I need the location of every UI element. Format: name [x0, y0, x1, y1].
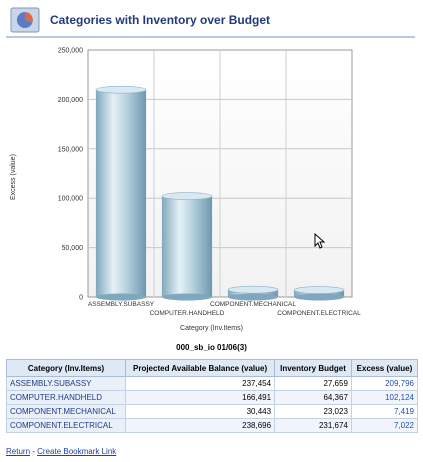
bar-body: [95, 89, 147, 297]
data-table: Category (Inv.Items) Projected Available…: [5, 359, 419, 433]
column-header-category[interactable]: Category (Inv.Items): [5, 359, 127, 377]
table-header-row: Category (Inv.Items) Projected Available…: [5, 359, 419, 377]
cell-category: COMPUTER.HANDHELD: [5, 390, 127, 405]
bar-base: [161, 293, 213, 301]
bar: [227, 285, 279, 301]
bar-base: [95, 293, 147, 301]
bar-cap: [227, 285, 279, 294]
cell-excess[interactable]: 7,022: [350, 418, 419, 433]
cell-budget: 23,023: [274, 404, 352, 419]
create-bookmark-link[interactable]: Create Bookmark Link: [37, 447, 117, 456]
table-row: COMPUTER.HANDHELD 166,491 64,367 102,124: [5, 390, 419, 405]
y-tick-label: 50,000: [62, 245, 84, 252]
y-tick-label: 0: [79, 295, 83, 302]
chart: 0 50,000 100,000 150,000 200,000 250,000 ASSEM…: [0, 40, 423, 340]
y-tick-label: 150,000: [58, 146, 83, 153]
bar: [161, 192, 213, 301]
return-link[interactable]: Return: [6, 447, 31, 456]
column-header-excess[interactable]: Excess (value): [350, 359, 419, 377]
x-tick-label: ASSEMBLY.SUBASSY: [88, 301, 155, 308]
link-separator: -: [30, 447, 38, 456]
x-tick-label: COMPONENT.MECHANICAL: [210, 301, 296, 308]
bar: [293, 286, 345, 301]
report-header: Categories with Inventory over Budget: [6, 4, 415, 38]
cell-category: COMPONENT.ELECTRICAL: [5, 418, 127, 433]
table-row: COMPONENT.MECHANICAL 30,443 23,023 7,419: [5, 404, 419, 419]
bar-body: [161, 196, 213, 297]
cell-budget: 64,367: [274, 390, 352, 405]
y-axis-label: Excess (value): [10, 154, 17, 200]
x-tick-label: COMPONENT.ELECTRICAL: [277, 310, 361, 317]
table-subtitle: 000_sb_io 01/06(3): [176, 343, 247, 352]
column-header-budget[interactable]: Inventory Budget: [274, 359, 352, 377]
cell-balance: 238,696: [125, 418, 276, 433]
x-axis-label: Category (Inv.Items): [180, 325, 243, 332]
page-title: Categories with Inventory over Budget: [50, 13, 271, 27]
bar-base: [293, 293, 345, 301]
cell-budget: 27,659: [274, 376, 352, 391]
cell-budget: 231,674: [274, 418, 352, 433]
y-tick-label: 200,000: [58, 97, 83, 104]
bar-base: [227, 293, 279, 301]
cell-excess[interactable]: 7,419: [350, 404, 419, 419]
bar-chart: 0 50,000 100,000 150,000 200,000 250,000 ASSEM…: [58, 48, 361, 318]
y-tick-label: 100,000: [58, 196, 83, 203]
mouse-cursor-icon: [314, 233, 326, 249]
footer-links: Return - Create Bookmark Link: [6, 447, 116, 456]
cell-balance: 166,491: [125, 390, 276, 405]
x-tick-label: COMPUTER.HANDHELD: [150, 310, 225, 317]
bar-cap: [293, 286, 345, 294]
cell-balance: 30,443: [125, 404, 276, 419]
cell-category: COMPONENT.MECHANICAL: [5, 404, 127, 419]
cell-excess[interactable]: 102,124: [350, 390, 419, 405]
bar-cap: [95, 85, 147, 94]
table-row: ASSEMBLY.SUBASSY 237,454 27,659 209,796: [5, 376, 419, 391]
y-tick-label: 250,000: [58, 48, 83, 55]
column-header-balance[interactable]: Projected Available Balance (value): [125, 359, 276, 377]
cell-category: ASSEMBLY.SUBASSY: [5, 376, 127, 391]
table-row: COMPONENT.ELECTRICAL 238,696 231,674 7,0…: [5, 418, 419, 433]
cell-balance: 237,454: [125, 376, 276, 391]
data-table-container: Category (Inv.Items) Projected Available…: [5, 359, 419, 433]
report-icon: [10, 7, 40, 33]
bar: [95, 85, 147, 301]
cell-excess[interactable]: 209,796: [350, 376, 419, 391]
bar-cap: [161, 192, 213, 200]
